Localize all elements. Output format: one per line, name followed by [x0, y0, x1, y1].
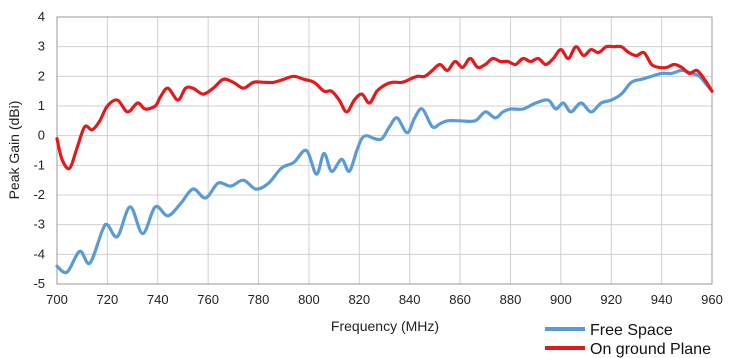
y-tick-label: -2 [33, 187, 45, 202]
x-tick-label: 960 [701, 292, 723, 307]
legend-label: On ground Plane [590, 341, 711, 358]
x-axis-title: Frequency (MHz) [331, 318, 439, 334]
y-axis-title: Peak Gain (dBi) [6, 101, 22, 200]
x-tick-label: 800 [298, 292, 320, 307]
x-tick-label: 860 [449, 292, 471, 307]
y-tick-label: -1 [33, 157, 45, 172]
x-tick-label: 840 [399, 292, 421, 307]
x-tick-label: 820 [348, 292, 370, 307]
y-tick-label: 3 [38, 39, 45, 54]
x-tick-label: 900 [550, 292, 572, 307]
x-tick-label: 780 [248, 292, 270, 307]
y-tick-labels: -5 -4 -3 -2 -1 0 1 2 3 4 [33, 9, 45, 291]
x-tick-label: 740 [147, 292, 169, 307]
y-tick-label: 0 [38, 128, 45, 143]
x-tick-label: 940 [651, 292, 673, 307]
x-tick-label: 760 [197, 292, 219, 307]
y-tick-label: -4 [33, 246, 45, 261]
grid-lines [56, 16, 713, 285]
x-tick-label: 920 [600, 292, 622, 307]
x-tick-label: 880 [500, 292, 522, 307]
plot-frame [56, 16, 713, 285]
x-tick-labels: 700 720 740 760 780 800 820 840 860 880 900 920 940 9… [46, 292, 723, 307]
y-tick-label: -3 [33, 217, 45, 232]
y-tick-label: 1 [38, 98, 45, 113]
legend-label: Free Space [590, 322, 673, 339]
legend: Free Space On ground Plane [545, 322, 711, 358]
y-tick-label: 4 [38, 9, 45, 24]
series-lines [55, 44, 714, 275]
x-tick-label: 700 [46, 292, 68, 307]
y-tick-label: -5 [33, 276, 45, 291]
x-tick-label: 720 [97, 292, 119, 307]
y-tick-label: 2 [38, 68, 45, 83]
series-line-on-ground-plane [55, 44, 714, 171]
series-line-free-space [55, 68, 714, 275]
